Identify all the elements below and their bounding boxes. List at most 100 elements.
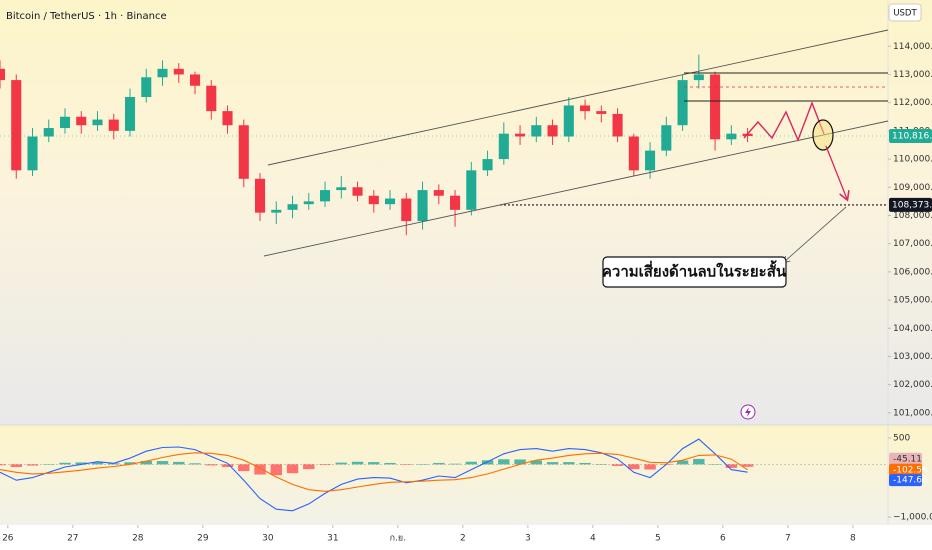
candle-body <box>59 116 71 129</box>
y-tick-label: 500 <box>893 434 910 444</box>
candle-body <box>271 209 282 213</box>
price-label: 110,816.99 <box>892 132 932 142</box>
candle-body <box>336 187 347 191</box>
candle-body <box>27 136 38 171</box>
candle-body <box>287 204 298 210</box>
candle-body <box>710 74 721 140</box>
breakout-circle <box>812 119 834 151</box>
histogram-bar <box>303 464 315 470</box>
histogram-bar <box>514 459 526 465</box>
zigzag-projection <box>743 101 825 142</box>
candle-body <box>498 133 509 160</box>
histogram-bar <box>286 464 299 474</box>
candle-body <box>43 128 54 137</box>
candle-body <box>417 190 428 222</box>
histogram-bar <box>644 464 656 470</box>
histogram-bar <box>628 464 640 470</box>
histogram-bar <box>335 462 347 465</box>
histogram-bar <box>59 462 71 465</box>
candle-body <box>580 105 591 112</box>
candle-body <box>450 195 461 210</box>
y-tick-label: 112,000.00 <box>893 98 932 108</box>
down-arrow <box>825 145 847 199</box>
y-tick-label: 105,000.00 <box>893 296 932 306</box>
candle-body <box>368 195 379 205</box>
price-label-bg <box>889 129 932 144</box>
candle-body <box>482 159 493 171</box>
histogram-bar <box>319 464 331 466</box>
y-tick-label: 108,000.00 <box>893 211 932 221</box>
histogram-bar <box>238 464 250 472</box>
candle-body <box>189 74 201 86</box>
histogram-bar <box>26 464 39 466</box>
value-label: -147.68 <box>893 476 928 486</box>
time-axis-bg <box>0 525 932 550</box>
value-label-bg <box>889 452 922 465</box>
x-tick-label: 8 <box>850 534 856 544</box>
candle-body <box>385 198 396 205</box>
candle-body <box>466 170 477 210</box>
x-tick-label: ก.ย. <box>390 534 406 544</box>
lightning-glyph <box>745 407 751 417</box>
annotation-box <box>602 256 787 288</box>
x-tick-label: 28 <box>132 534 144 544</box>
histogram-bar <box>498 459 510 465</box>
candle-body <box>352 187 363 196</box>
candle-body <box>0 68 6 81</box>
x-tick-label: 6 <box>720 534 726 544</box>
candle-body <box>726 133 737 140</box>
histogram-bar <box>595 464 608 465</box>
histogram-bar <box>693 458 705 465</box>
histogram-bar <box>91 462 104 465</box>
candle-body <box>547 125 558 137</box>
candle-body <box>661 125 672 151</box>
x-tick-label: 5 <box>655 534 661 544</box>
candle-body <box>319 190 331 202</box>
currency-button[interactable] <box>888 3 922 22</box>
histogram-bar <box>173 461 185 465</box>
candle-body <box>206 85 217 112</box>
y-tick-label: −1,000.00 <box>893 513 932 523</box>
y-tick-label: 110,000.00 <box>893 155 932 165</box>
x-tick-label: 31 <box>327 534 338 544</box>
histogram-bar <box>189 463 201 465</box>
candle-body <box>693 74 704 81</box>
candle-body <box>76 116 87 126</box>
histogram-bar <box>384 462 396 465</box>
candle-body <box>222 111 233 126</box>
candle-body <box>645 150 656 171</box>
candle-body <box>531 125 542 137</box>
y-tick-label: 104,000.00 <box>893 324 932 334</box>
chart-title: Bitcoin / TetherUS · 1h · Binance <box>6 11 167 22</box>
value-label: -102.56 <box>893 465 928 475</box>
currency-label: USDT <box>893 9 917 19</box>
candle-body <box>515 133 526 137</box>
histogram-bar <box>43 464 55 465</box>
histogram-bar <box>676 460 689 465</box>
macd-line <box>0 438 748 512</box>
channel-upper <box>267 29 889 166</box>
x-tick-label: 26 <box>2 534 14 544</box>
value-label-bg <box>889 474 922 487</box>
candle-body <box>92 119 103 126</box>
candle-body <box>303 201 314 205</box>
histogram-bar <box>124 462 136 465</box>
macd-pane-bg <box>0 425 932 525</box>
histogram-bar <box>741 464 754 467</box>
y-tick-label: 102,000.00 <box>893 380 932 390</box>
histogram-bar <box>108 463 120 465</box>
x-tick-label: 7 <box>785 534 791 544</box>
histogram-bar <box>611 464 624 466</box>
candle-body <box>401 198 412 222</box>
macd-line <box>0 452 748 492</box>
y-tick-label: 103,000.00 <box>893 352 932 362</box>
x-tick-label: 2 <box>460 534 466 544</box>
histogram-bar <box>530 460 542 465</box>
annotation-text: ความเสี่ยงด้านลบในระยะสั้น <box>602 260 787 281</box>
candle-body <box>596 111 607 114</box>
candle-body <box>157 68 168 78</box>
marks: 101,000.00 102,000.00 103,000.00 104,000.00… <box>0 42 932 544</box>
x-tick-label: 3 <box>525 534 531 544</box>
histogram-bar <box>0 464 6 466</box>
